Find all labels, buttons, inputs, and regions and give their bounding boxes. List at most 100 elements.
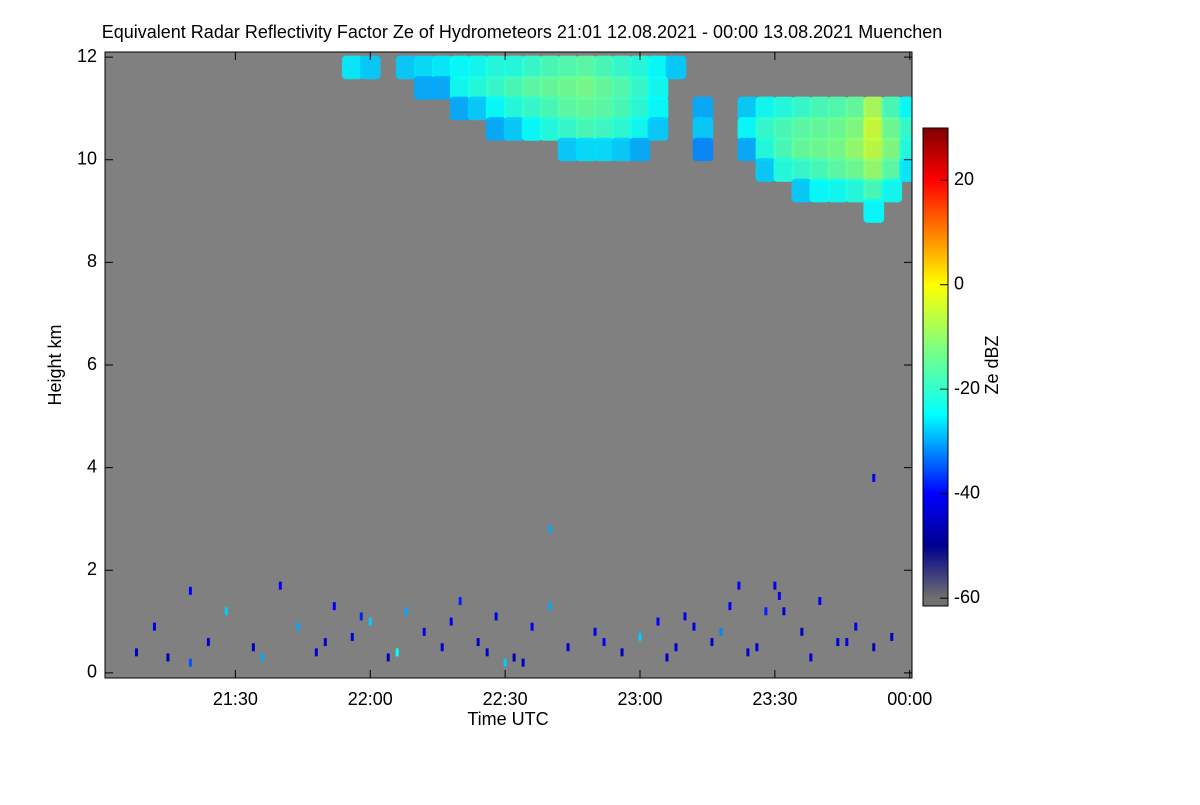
reflectivity-cell [575, 96, 597, 121]
reflectivity-cell [827, 158, 849, 182]
echo-point [166, 653, 170, 662]
reflectivity-cell [521, 117, 543, 141]
reflectivity-cell [413, 55, 435, 80]
echo-point [818, 597, 822, 606]
echo-point [296, 622, 300, 631]
reflectivity-cell [593, 137, 615, 162]
echo-point [845, 638, 849, 647]
reflectivity-cell [737, 96, 759, 121]
colorbar-tick-label: 20 [954, 169, 974, 189]
reflectivity-cell [827, 178, 849, 203]
echo-point [782, 607, 786, 616]
echo-point [737, 581, 741, 590]
reflectivity-cell [647, 117, 669, 141]
reflectivity-cell [503, 76, 525, 100]
colorbar-tick-label: -20 [954, 378, 980, 398]
reflectivity-cell [809, 117, 831, 141]
reflectivity-cell [773, 158, 795, 182]
reflectivity-cell [539, 117, 561, 141]
reflectivity-cell [647, 96, 669, 121]
x-tick-label: 23:30 [752, 689, 797, 709]
reflectivity-cell [611, 55, 633, 80]
reflectivity-cell [629, 117, 651, 141]
reflectivity-cell [863, 137, 885, 162]
reflectivity-cell [575, 76, 597, 100]
reflectivity-cell [827, 137, 849, 162]
reflectivity-cell [431, 76, 453, 100]
echo-point [854, 622, 858, 631]
x-tick-label: 22:30 [483, 689, 528, 709]
colorbar-tick-label: 0 [954, 273, 964, 293]
reflectivity-cell [521, 55, 543, 80]
colorbar-tick-label: -40 [954, 482, 980, 502]
echo-point [278, 581, 282, 590]
echo-point [773, 581, 777, 590]
reflectivity-cell [485, 76, 507, 100]
reflectivity-cell [791, 178, 813, 203]
echo-point [521, 658, 525, 667]
echo-point [332, 602, 336, 611]
reflectivity-cell [881, 158, 903, 182]
echo-point [476, 638, 480, 647]
x-tick-label: 00:00 [887, 689, 932, 709]
colorbar-label: Ze dBZ [982, 335, 1002, 394]
reflectivity-cell [557, 55, 579, 80]
reflectivity-cell [773, 96, 795, 121]
reflectivity-cell [692, 117, 714, 141]
reflectivity-cell [521, 96, 543, 121]
reflectivity-cell [692, 137, 714, 162]
reflectivity-cell [503, 96, 525, 121]
reflectivity-cell [485, 55, 507, 80]
reflectivity-cell [899, 96, 912, 121]
reflectivity-cell [539, 55, 561, 80]
reflectivity-cell [611, 96, 633, 121]
echo-point [593, 627, 597, 636]
colorbar [922, 127, 949, 607]
echo-point [404, 607, 408, 616]
echo-point [323, 638, 327, 647]
reflectivity-cell [692, 96, 714, 121]
reflectivity-cell [809, 158, 831, 182]
reflectivity-cell [773, 137, 795, 162]
y-tick-label: 2 [87, 559, 97, 579]
reflectivity-cell [845, 178, 867, 203]
echo-point [512, 653, 516, 662]
reflectivity-cell [629, 55, 651, 80]
echo-point [719, 627, 723, 636]
reflectivity-cell [575, 55, 597, 80]
echo-point [692, 622, 696, 631]
reflectivity-cell [755, 117, 777, 141]
reflectivity-cell [755, 158, 777, 182]
echo-point [359, 612, 363, 621]
reflectivity-cell [845, 137, 867, 162]
reflectivity-cell [557, 96, 579, 121]
reflectivity-cell [593, 96, 615, 121]
echo-point [422, 627, 426, 636]
reflectivity-cell [413, 76, 435, 100]
reflectivity-cell [575, 117, 597, 141]
echo-point [440, 643, 444, 652]
echo-point [683, 612, 687, 621]
echo-point [602, 638, 606, 647]
echo-point [395, 648, 399, 657]
echo-point [674, 643, 678, 652]
reflectivity-cell [449, 76, 471, 100]
y-tick-label: 10 [77, 149, 97, 169]
reflectivity-cell [845, 96, 867, 121]
reflectivity-cell [755, 96, 777, 121]
reflectivity-cell [467, 55, 489, 80]
echo-point [656, 617, 660, 626]
echo-point [350, 632, 354, 641]
reflectivity-cell [899, 117, 912, 141]
reflectivity-cell [557, 117, 579, 141]
y-tick-label: 6 [87, 354, 97, 374]
reflectivity-cell [449, 96, 471, 121]
x-tick-label: 22:00 [348, 689, 393, 709]
reflectivity-cell [791, 117, 813, 141]
reflectivity-cell [503, 55, 525, 80]
echo-point [224, 607, 228, 616]
y-tick-label: 0 [87, 662, 97, 682]
reflectivity-cell [467, 96, 489, 121]
echo-point [777, 591, 781, 600]
